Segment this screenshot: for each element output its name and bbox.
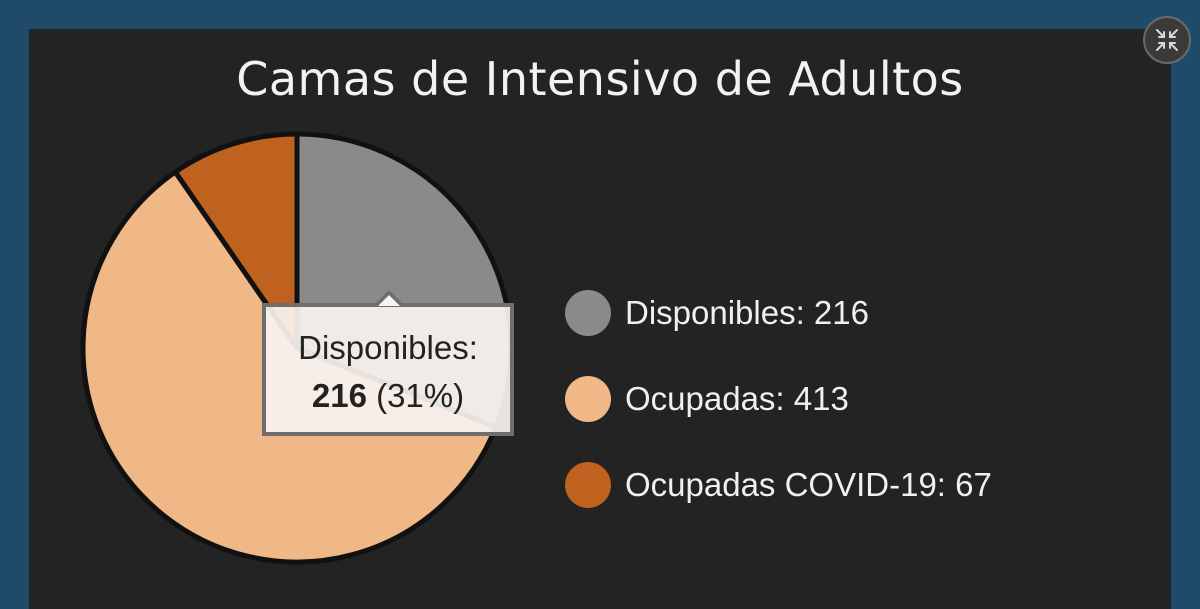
legend: Disponibles: 216 Ocupadas: 413 Ocupadas … (565, 270, 992, 528)
legend-item-ocupadas-covid[interactable]: Ocupadas COVID-19: 67 (565, 442, 992, 528)
tooltip-arrow (374, 290, 404, 306)
tooltip-label: Disponibles: (298, 329, 478, 366)
tooltip: Disponibles: 216 (31%) (262, 290, 514, 436)
legend-label-ocupadas: Ocupadas: 413 (625, 380, 849, 417)
tooltip-value: 216 (311, 377, 367, 414)
legend-item-disponibles[interactable]: Disponibles: 216 (565, 270, 992, 356)
collapse-button[interactable] (1143, 16, 1191, 64)
legend-label-ocupadas-covid: Ocupadas COVID-19: 67 (625, 466, 992, 503)
tooltip-value-line: 216 (31%) (266, 377, 510, 415)
chart-title: Camas de Intensivo de Adultos (236, 52, 964, 106)
legend-item-ocupadas[interactable]: Ocupadas: 413 (565, 356, 992, 442)
tooltip-percent: (31%) (376, 377, 465, 414)
collapse-arrows-icon (1156, 29, 1178, 51)
legend-label-disponibles: Disponibles: 216 (625, 294, 869, 331)
legend-swatch-ocupadas (565, 376, 611, 422)
legend-swatch-ocupadas-covid (565, 462, 611, 508)
legend-swatch-disponibles (565, 290, 611, 336)
pie-slice-ocupadas-covid[interactable] (172, 131, 300, 351)
